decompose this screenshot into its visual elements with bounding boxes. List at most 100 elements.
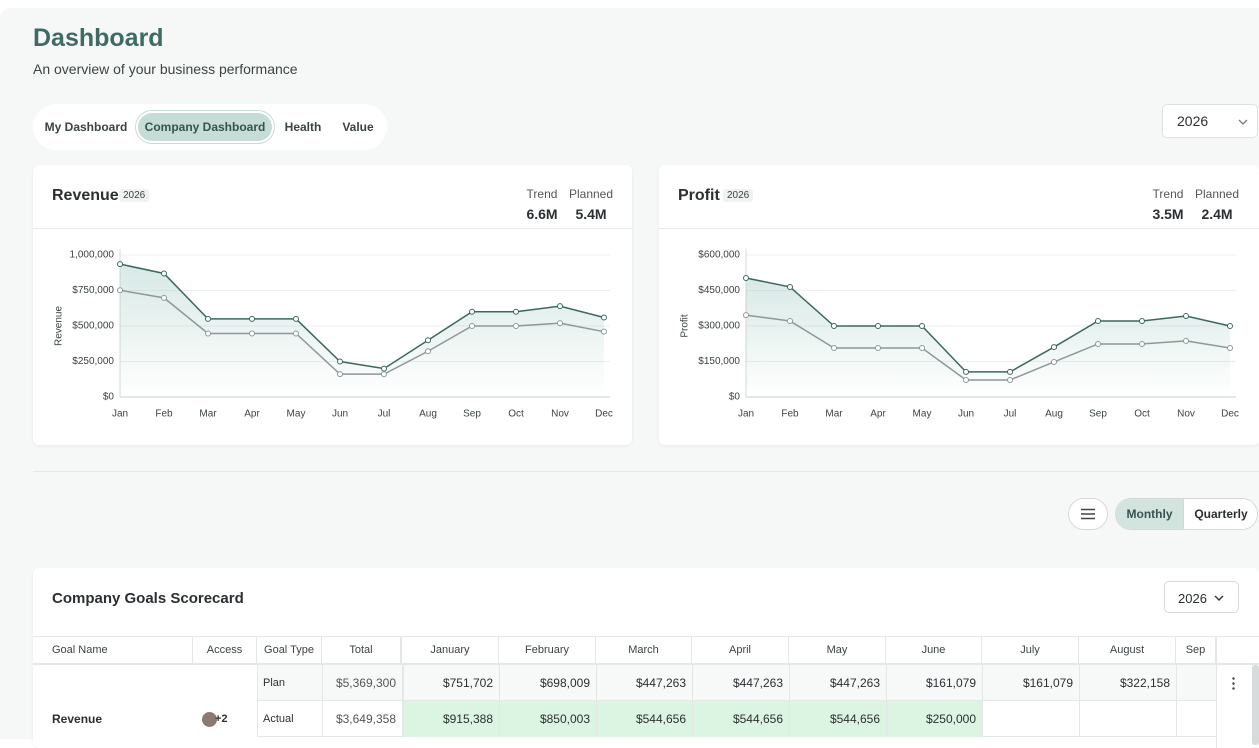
x-tick-label: Jun [332, 409, 348, 420]
col-line [1079, 701, 1080, 737]
point [1227, 345, 1233, 352]
x-tick-label: Aug [419, 409, 437, 420]
month-value: $447,263 [732, 676, 783, 690]
col-line [1216, 701, 1217, 737]
month-value: $544,656 [596, 701, 692, 737]
x-tick-label: May [287, 409, 306, 420]
summary-label: Planned [1194, 187, 1240, 201]
y-tick-label: $150,000 [698, 356, 740, 367]
point [205, 315, 211, 322]
toggle-option[interactable]: Monthly [1116, 499, 1183, 529]
month-value: $161,079 [1022, 676, 1073, 690]
column-header: June [886, 636, 982, 663]
card-divider [659, 228, 1259, 229]
x-tick-label: May [913, 409, 932, 420]
chart-badge: 2026 [723, 189, 754, 202]
point [1183, 337, 1189, 344]
point [831, 323, 837, 329]
chart-title: Revenue [52, 187, 119, 204]
x-tick-label: Sep [1089, 409, 1107, 420]
point [963, 368, 969, 375]
point [1051, 358, 1057, 365]
x-tick-label: Jan [112, 409, 128, 420]
column-header: April [692, 636, 789, 663]
point [919, 345, 925, 352]
view-toggle: Monthly Quarterly [1115, 498, 1258, 530]
x-tick-label: Dec [595, 409, 613, 420]
scorecard-year-select[interactable]: 2026 [1164, 581, 1239, 613]
col-line [692, 665, 693, 701]
row-bg [257, 665, 1216, 701]
point [743, 274, 749, 281]
line-chart: $0 $250,000 $500,000 $750,000 1,000,000 Jan Fe… [54, 249, 613, 420]
point [293, 330, 299, 337]
goal-total: $3,649,358 [335, 712, 396, 726]
summary-value: 3.5M [1152, 206, 1184, 222]
x-tick-label: Aug [1045, 409, 1063, 420]
tab[interactable]: Value [342, 120, 374, 134]
point [469, 308, 475, 315]
col-line [402, 665, 404, 701]
chevron [1238, 119, 1248, 125]
col-line [257, 701, 258, 737]
col-line [692, 701, 693, 737]
row-menu[interactable] [1232, 676, 1235, 690]
summary-value: 6.6M [526, 206, 558, 222]
month-value: $250,000 [886, 701, 982, 737]
profit-card: Profit 2026 Trend 3.5M Planned 2.4M $0 $150,000… [659, 165, 1259, 445]
x-tick-label: Apr [244, 409, 260, 420]
menu-button[interactable] [1068, 498, 1108, 530]
point [1007, 368, 1013, 375]
y-tick-label: $0 [103, 392, 115, 403]
month-value: $447,263 [635, 676, 686, 690]
y-tick-label: $450,000 [698, 285, 740, 296]
y-tick-label: $250,000 [72, 356, 114, 367]
series-line [119, 263, 605, 370]
point [161, 294, 167, 301]
month-value: $698,009 [539, 676, 590, 690]
toggle-option[interactable]: Quarterly [1183, 499, 1257, 529]
point [875, 323, 881, 329]
column-header: Sep [1176, 636, 1216, 663]
col-line [789, 665, 790, 701]
point [875, 345, 881, 352]
line-chart: $0 $150,000 $300,000 $450,000 $600,000 Jan Feb… [680, 249, 1239, 420]
page-subtitle: An overview of your business performance [33, 61, 298, 77]
table-top-border [33, 636, 1259, 637]
point [117, 287, 123, 294]
x-tick-label: Apr [870, 409, 886, 420]
column-header: Total [322, 636, 402, 663]
point [787, 318, 793, 325]
menu-icon [1081, 508, 1095, 520]
point [743, 312, 749, 319]
goal-type: Plan [263, 677, 286, 689]
tab[interactable]: Health [284, 120, 322, 134]
tab[interactable]: My Dashboard [44, 120, 128, 134]
chevron [1214, 595, 1224, 601]
month-value: $161,079 [925, 676, 976, 690]
x-tick-label: Nov [551, 409, 569, 420]
y-tick-label: $300,000 [698, 321, 740, 332]
col-line [1176, 665, 1177, 701]
point [381, 371, 387, 378]
scorecard-title: Company Goals Scorecard [52, 590, 244, 607]
col-line [322, 701, 323, 737]
point [601, 314, 607, 321]
year-value: 2026 [1177, 113, 1209, 129]
column-header: May [789, 636, 886, 663]
table-head-border [33, 663, 1259, 665]
y-axis-label: Profit [680, 314, 691, 338]
x-tick-label: Jun [958, 409, 974, 420]
y-axis-label: Revenue [54, 306, 65, 346]
year-select[interactable]: 2026 [1162, 104, 1258, 138]
series-line [119, 289, 605, 375]
month-value: $544,656 [789, 701, 886, 737]
y-tick-label: 1,000,000 [70, 250, 115, 261]
y-tick-label: $500,000 [72, 321, 114, 332]
point [381, 365, 387, 372]
column-header: Goal Name [33, 636, 193, 663]
tab[interactable]: Company Dashboard [138, 113, 272, 141]
month-value: $850,003 [499, 701, 596, 737]
chart-badge: 2026 [119, 189, 150, 202]
